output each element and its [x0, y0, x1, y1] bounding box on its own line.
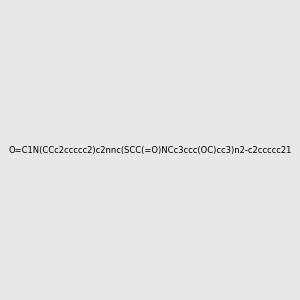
Text: O=C1N(CCc2ccccc2)c2nnc(SCC(=O)NCc3ccc(OC)cc3)n2-c2ccccc21: O=C1N(CCc2ccccc2)c2nnc(SCC(=O)NCc3ccc(OC…	[8, 146, 292, 154]
